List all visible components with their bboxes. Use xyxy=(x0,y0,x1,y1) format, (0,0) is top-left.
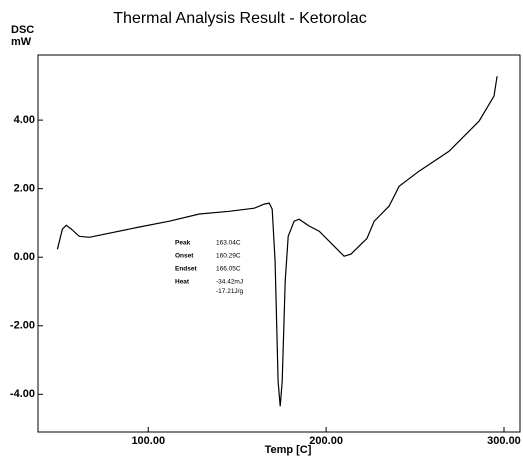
x-tick-label: 300.00 xyxy=(487,435,521,447)
plot-frame xyxy=(37,54,521,433)
annotation-label: Endset xyxy=(175,266,198,273)
annotation-value: 166.05C xyxy=(216,266,241,273)
x-tick-label: 200.00 xyxy=(309,435,343,447)
annotation-label: Peak xyxy=(175,240,191,247)
annotation-label: Onset xyxy=(175,253,194,260)
y-tick-label: 2.00 xyxy=(14,183,35,195)
y-tick-label: 0.00 xyxy=(14,251,35,263)
annotation-value: 160.29C xyxy=(216,253,241,260)
y-axis-label: DSC xyxy=(11,24,34,36)
annotation-value: -34.42mJ xyxy=(216,279,243,286)
dsc-curve xyxy=(56,76,498,407)
annotation-label: Heat xyxy=(175,279,190,286)
y-tick-label: -2.00 xyxy=(10,320,35,332)
x-axis-label: Temp [C] xyxy=(265,444,312,456)
y-tick-label: 4.00 xyxy=(14,114,35,126)
annotation-value: 163.04C xyxy=(216,240,241,247)
chart-title: Thermal Analysis Result - Ketorolac xyxy=(113,10,366,27)
y-tick-label: -4.00 xyxy=(10,388,35,400)
x-tick-label: 100.00 xyxy=(131,435,165,447)
annotation-value: -17.21J/g xyxy=(216,288,243,295)
y-axis-unit: mW xyxy=(11,36,32,48)
